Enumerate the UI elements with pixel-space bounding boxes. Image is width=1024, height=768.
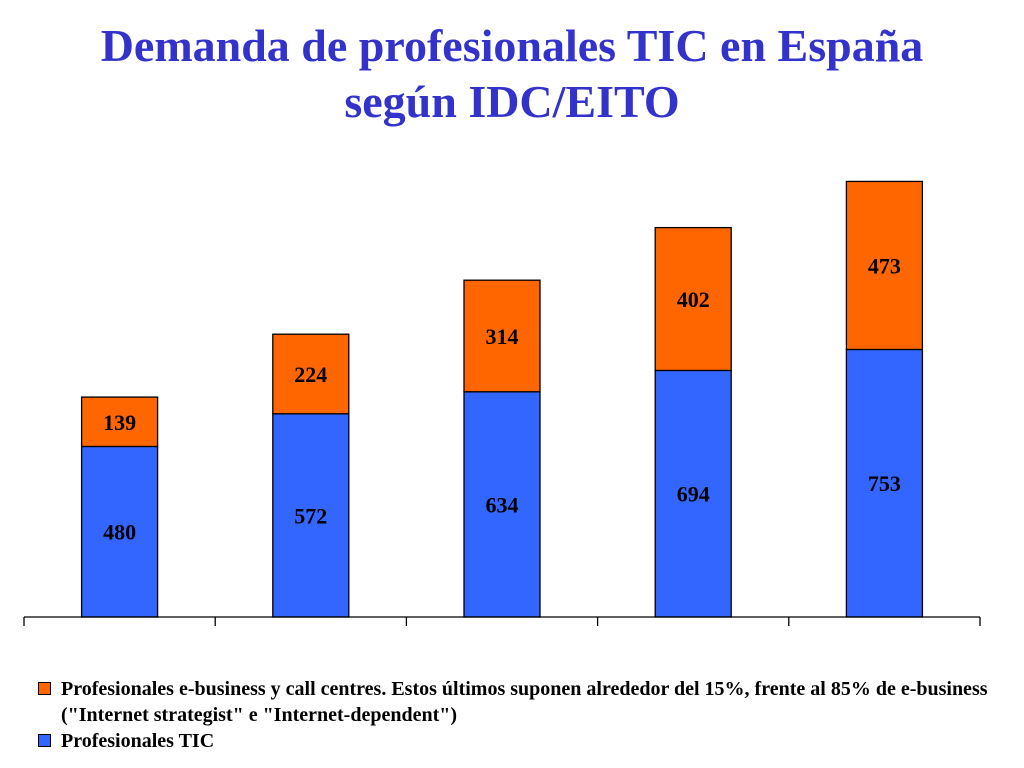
data-label-ebusiness-3: 314	[486, 324, 519, 349]
bar-ebusiness-2	[272, 333, 350, 415]
bar-ebusiness-1	[80, 396, 159, 448]
data-label-ebusiness-1: 139	[103, 410, 136, 435]
stacked-bar-chart: 480 139 572 224 634 314 694 402 753 473	[23, 180, 981, 626]
legend-swatch-ebusiness	[38, 682, 51, 695]
legend-item-tic: Profesionales TIC	[38, 728, 1008, 754]
bar-ebusiness-3	[463, 279, 541, 393]
data-label-tic-2: 572	[294, 503, 327, 528]
bar-tic-4	[654, 369, 732, 618]
legend-label-ebusiness: Profesionales e-business y call centres.…	[61, 678, 988, 726]
bar-ebusiness-5	[845, 180, 924, 351]
chart-title-line-2: según IDC/EITO	[344, 76, 680, 127]
data-label-tic-3: 634	[486, 492, 519, 517]
legend-item-ebusiness: Profesionales e-business y call centres.…	[38, 676, 1008, 728]
chart-title-line-1: Demanda de profesionales TIC en España	[100, 20, 924, 71]
chart-legend: Profesionales e-business y call centres.…	[38, 676, 1008, 754]
chart-title: Demanda de profesionales TIC en España s…	[0, 18, 1024, 130]
bar-tic-3	[463, 391, 541, 618]
bar-tic-2	[272, 413, 350, 618]
data-label-tic-1: 480	[103, 520, 136, 545]
data-label-ebusiness-2: 224	[294, 362, 327, 387]
data-label-ebusiness-4: 402	[677, 287, 710, 312]
legend-swatch-tic	[38, 734, 51, 747]
data-label-tic-4: 694	[677, 482, 710, 507]
legend-label-tic: Profesionales TIC	[61, 730, 215, 752]
data-label-ebusiness-5: 473	[868, 253, 901, 278]
bar-ebusiness-4	[654, 226, 732, 372]
data-label-tic-5: 753	[868, 471, 901, 496]
